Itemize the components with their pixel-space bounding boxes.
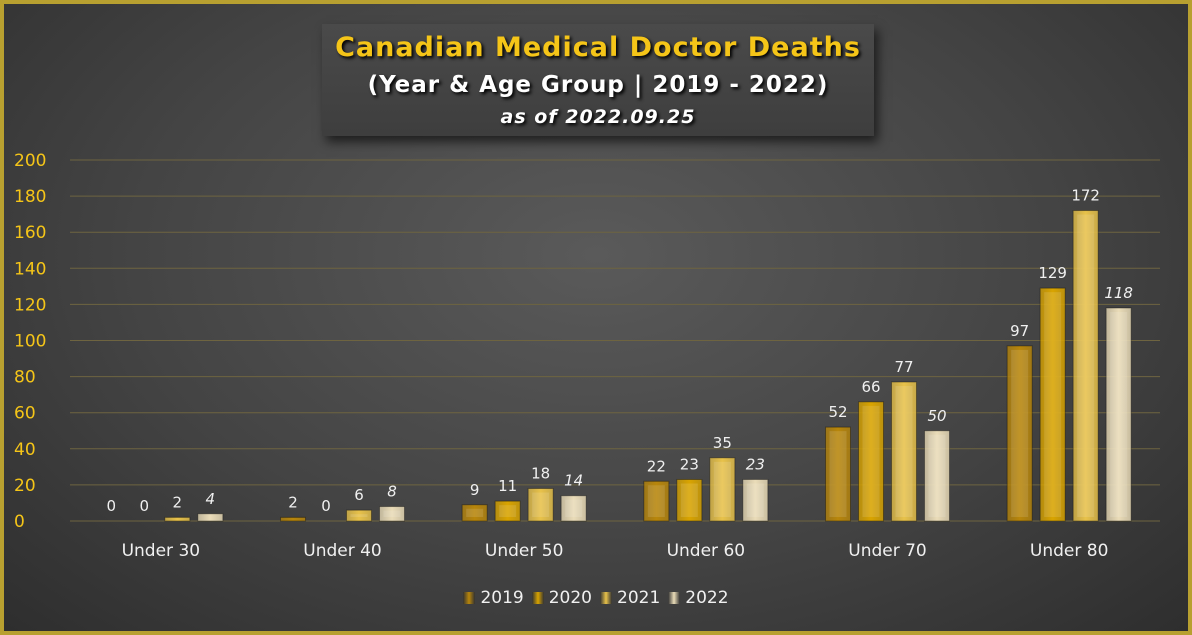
bar-2021-5 <box>1072 210 1099 522</box>
bar-2019-1 <box>280 516 306 522</box>
bar-bevel <box>829 431 847 517</box>
bar-bevel <box>499 505 517 517</box>
legend-item-2019: 2019 <box>463 588 524 608</box>
data-label: 0 <box>140 497 150 515</box>
legend-label: 2019 <box>480 588 524 608</box>
bar-bevel <box>746 483 764 517</box>
data-label: 22 <box>647 457 666 475</box>
legend-swatch <box>463 592 476 604</box>
bar-2020-5 <box>1039 287 1066 522</box>
legend-swatch <box>600 592 612 604</box>
bar-2022-4 <box>924 430 950 522</box>
y-tick-label: 100 <box>14 332 46 352</box>
bar-bevel <box>895 386 913 517</box>
data-label: 11 <box>498 477 517 495</box>
legend-item-2021: 2021 <box>600 588 660 608</box>
bar-2020-2 <box>494 500 521 522</box>
bar-2021-1 <box>346 509 372 522</box>
chart-legend: 2019 2020 2021 2022 <box>0 588 1192 609</box>
data-label: 50 <box>927 407 946 425</box>
title-box: Canadian Medical Doctor Deaths (Year & A… <box>322 24 874 136</box>
bar-bevel <box>466 508 484 517</box>
bar-2021-0 <box>164 516 191 522</box>
chart-title: Canadian Medical Doctor Deaths <box>335 32 861 63</box>
data-label: 0 <box>107 497 117 515</box>
bar-bevel <box>680 483 698 517</box>
bar-bevel <box>647 485 665 517</box>
y-tick-label: 160 <box>14 223 46 243</box>
bar-bevel <box>565 499 583 517</box>
bar-bevel <box>1011 349 1029 517</box>
y-tick-label: 140 <box>14 259 46 279</box>
bar-2019-3 <box>643 480 670 522</box>
chart-date-note: as of 2022.09.25 <box>500 106 696 128</box>
bar-bevel <box>713 461 731 517</box>
data-label: 97 <box>1010 322 1029 340</box>
data-label: 66 <box>861 378 880 396</box>
bar-2022-2 <box>560 495 587 522</box>
x-tick-label: Under 50 <box>485 541 564 561</box>
bar-2021-2 <box>527 488 554 522</box>
bar-bevel <box>1077 214 1095 518</box>
bar-2020-3 <box>676 478 703 522</box>
data-label: 118 <box>1104 284 1133 302</box>
y-tick-label: 200 <box>14 151 46 171</box>
y-tick-label: 60 <box>14 404 36 424</box>
data-label: 4 <box>206 490 216 508</box>
y-tick-label: 20 <box>14 476 36 496</box>
data-label: 2 <box>173 493 183 511</box>
bar-bevel <box>862 405 880 517</box>
x-tick-label: Under 80 <box>1030 541 1109 561</box>
data-label: 52 <box>828 403 847 421</box>
bar-bevel <box>928 434 946 517</box>
bar-2022-0 <box>197 513 224 522</box>
x-tick-label: Under 70 <box>848 541 927 561</box>
legend-item-2022: 2022 <box>668 588 729 608</box>
y-tick-label: 0 <box>14 512 25 532</box>
data-label: 129 <box>1038 264 1067 282</box>
bar-bevel <box>350 514 368 517</box>
chart-subtitle: (Year & Age Group | 2019 - 2022) <box>367 72 829 98</box>
bar-2019-4 <box>825 426 851 522</box>
bar-2022-1 <box>379 506 405 522</box>
data-label: 2 <box>288 493 298 511</box>
legend-swatch <box>668 592 681 604</box>
bar-2019-2 <box>461 504 488 522</box>
bar-bevel <box>1044 292 1062 517</box>
x-tick-label: Under 40 <box>303 541 382 561</box>
bar-2021-4 <box>891 381 917 522</box>
data-label: 18 <box>531 465 550 483</box>
y-tick-label: 40 <box>14 440 36 460</box>
bar-2021-3 <box>709 457 736 522</box>
data-label: 35 <box>713 434 732 452</box>
data-label: 0 <box>321 497 331 515</box>
data-label: 8 <box>387 483 397 501</box>
bar-bevel <box>1110 312 1128 517</box>
bar-bevel <box>383 510 401 517</box>
bar-2022-3 <box>742 478 769 522</box>
bar-bevel <box>532 492 550 517</box>
legend-swatch <box>531 592 544 604</box>
legend-label: 2021 <box>617 588 661 608</box>
x-tick-label: Under 60 <box>667 541 746 561</box>
data-label: 23 <box>746 455 765 473</box>
y-tick-label: 180 <box>14 187 46 207</box>
data-label: 6 <box>354 486 364 504</box>
data-label: 14 <box>564 472 583 490</box>
x-tick-label: Under 30 <box>122 541 201 561</box>
y-tick-label: 80 <box>14 368 36 388</box>
data-label: 172 <box>1071 187 1100 205</box>
bar-2022-5 <box>1105 307 1132 522</box>
y-tick-label: 120 <box>14 295 46 315</box>
legend-item-2020: 2020 <box>531 588 592 608</box>
data-label: 9 <box>470 481 480 499</box>
data-label: 23 <box>680 455 699 473</box>
bar-2019-5 <box>1006 345 1033 522</box>
bar-2020-4 <box>858 401 884 522</box>
data-label: 77 <box>894 358 913 376</box>
legend-label: 2022 <box>685 588 729 608</box>
legend-label: 2020 <box>548 588 592 608</box>
